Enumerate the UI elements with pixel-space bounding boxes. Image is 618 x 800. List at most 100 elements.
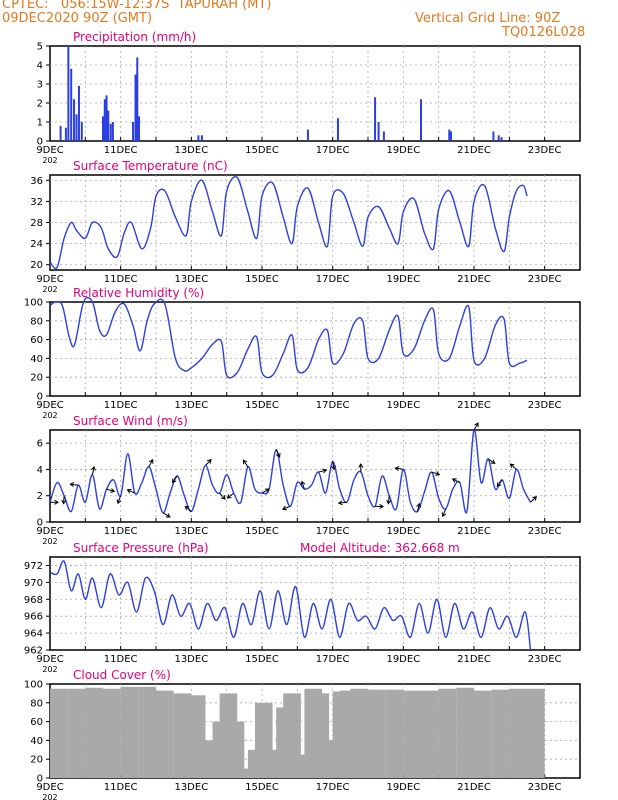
y-tick-label: 962: [24, 646, 43, 657]
wind-arrow-head: [110, 488, 116, 493]
x-tick-label: 23DEC: [528, 274, 562, 285]
precip-bar: [134, 74, 137, 141]
wind-arrow-head: [435, 471, 441, 476]
y-tick-label: 964: [24, 629, 43, 640]
y-tick-label: 60: [30, 717, 43, 728]
wind-arrow: [487, 458, 496, 464]
wind-arrow-head: [264, 488, 270, 493]
wind-arrow: [442, 508, 447, 517]
wind-arrow-head: [300, 480, 306, 486]
precip-bar: [377, 122, 380, 141]
y-tick-label: 20: [30, 260, 43, 271]
y-tick-label: 2: [37, 99, 43, 110]
x-tick-label: 23DEC: [528, 782, 562, 793]
wind-arrow: [387, 495, 390, 504]
x-tick-label: 17DEC: [316, 526, 350, 537]
x-year-label: 202: [42, 156, 57, 165]
x-year-label: 202: [42, 665, 57, 674]
wind-arrow: [106, 488, 115, 492]
header-station: CPTEC: 056:15W-12:37S TAPURAH (MT): [2, 0, 272, 12]
wind-arrow: [416, 503, 420, 512]
wind-arrow-head: [242, 459, 248, 465]
wind-arrow: [275, 449, 281, 458]
wind-arrow-head: [490, 459, 496, 464]
panel-title: Precipitation (mm/h): [73, 30, 196, 44]
panel-title: Surface Temperature (nC): [73, 159, 228, 173]
cloud-bar: [120, 686, 139, 778]
wind-arrow-head: [337, 500, 343, 506]
y-tick-label: 970: [24, 578, 43, 589]
wind-arrow-head: [90, 465, 96, 471]
wind-arrow-head: [386, 499, 392, 505]
x-tick-label: 15DEC: [245, 526, 279, 537]
x-tick-label: 19DEC: [386, 526, 420, 537]
precip-bar: [497, 135, 500, 141]
y-tick-label: 0: [37, 518, 43, 529]
y-tick-label: 2: [37, 491, 43, 502]
x-tick-label: 23DEC: [528, 400, 562, 411]
wind-arrow-head: [116, 499, 122, 505]
x-tick-label: 9DEC: [36, 654, 63, 665]
precip-bar: [109, 123, 112, 141]
cloud-bar: [156, 690, 174, 778]
wind-arrow-head: [451, 478, 457, 483]
wind-arrow-head: [220, 495, 226, 500]
precip-bar: [64, 127, 67, 141]
precip-bar: [111, 122, 114, 141]
y-tick-label: 100: [24, 298, 43, 309]
wind-arrow-head: [379, 503, 385, 509]
x-tick-label: 13DEC: [174, 654, 208, 665]
wind-arrow: [70, 483, 79, 486]
cloud-bar: [421, 690, 439, 778]
y-tick-label: 60: [30, 335, 43, 346]
wind-arrow: [452, 478, 461, 484]
y-tick-label: 4: [37, 61, 43, 72]
wind-arrow: [242, 459, 249, 468]
x-tick-label: 9DEC: [36, 274, 63, 285]
wind-arrow-head: [165, 513, 171, 518]
wind-arrow: [91, 466, 95, 475]
y-tick-label: 36: [30, 176, 43, 187]
cloud-bar: [67, 688, 86, 778]
x-tick-label: 21DEC: [457, 274, 491, 285]
cloud-bar: [85, 687, 103, 778]
precip-bar: [80, 122, 83, 141]
panel-frame: [49, 45, 581, 142]
panel-title: Cloud Cover (%): [73, 668, 171, 682]
x-tick-label: 9DEC: [36, 526, 63, 537]
wind-arrow-head: [207, 459, 212, 464]
y-tick-label: 24: [30, 239, 43, 250]
x-tick-label: 9DEC: [36, 145, 63, 156]
wind-arrow-head: [69, 482, 75, 487]
cloud-bar: [438, 688, 457, 778]
wind-arrow: [530, 496, 537, 503]
y-tick-label: 0: [37, 137, 43, 148]
x-tick-label: 21DEC: [457, 654, 491, 665]
x-tick-label: 23DEC: [528, 654, 562, 665]
precip-bar: [500, 137, 503, 141]
y-tick-label: 20: [30, 373, 43, 384]
x-tick-label: 17DEC: [316, 400, 350, 411]
y-tick-label: 40: [30, 354, 43, 365]
y-tick-label: 5: [37, 42, 43, 53]
cloud-bar: [226, 721, 245, 778]
wind-arrow-head: [126, 488, 132, 494]
series-line: [49, 296, 528, 379]
wind-arrow: [318, 469, 327, 473]
x-tick-label: 21DEC: [457, 145, 491, 156]
precip-bar: [107, 110, 110, 141]
wind-arrow-head: [441, 512, 447, 518]
x-tick-label: 13DEC: [174, 526, 208, 537]
x-tick-label: 15DEC: [245, 782, 279, 793]
y-tick-label: 80: [30, 698, 43, 709]
panel-title: Relative Humidity (%): [73, 286, 204, 300]
y-tick-label: 28: [30, 218, 43, 229]
wind-arrow: [184, 505, 192, 512]
wind-arrow: [496, 479, 503, 487]
x-tick-label: 15DEC: [245, 274, 279, 285]
precip-bar: [105, 95, 108, 141]
y-tick-label: 20: [30, 755, 43, 766]
series-line: [49, 560, 532, 651]
header-model-id: TQ0126L028: [502, 25, 586, 40]
x-tick-label: 21DEC: [457, 526, 491, 537]
